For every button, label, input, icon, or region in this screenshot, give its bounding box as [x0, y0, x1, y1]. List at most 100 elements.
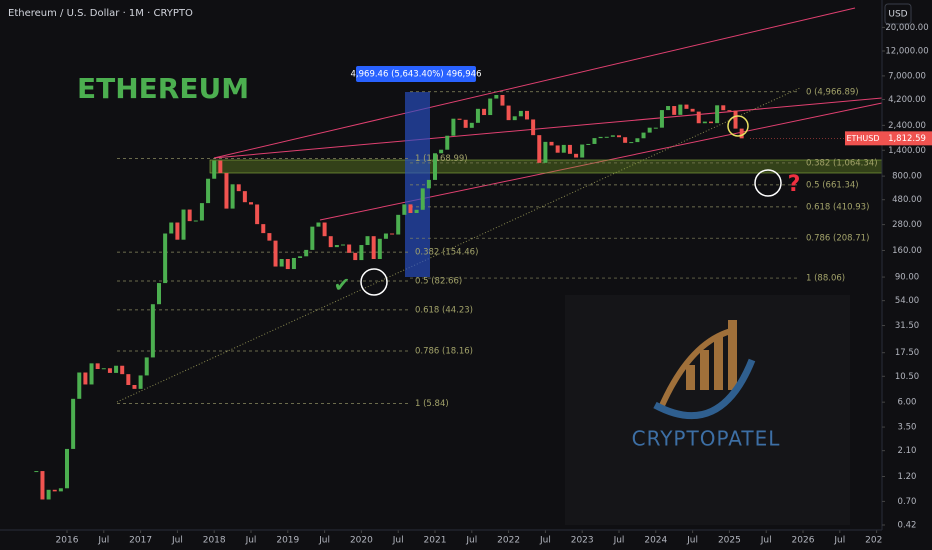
- last-price-label: 1,812.59: [888, 134, 926, 144]
- candle: [715, 105, 720, 124]
- candle: [181, 209, 186, 240]
- candle: [635, 138, 640, 143]
- candle: [678, 104, 683, 115]
- y-tick-label: 800.00: [892, 172, 922, 182]
- candle: [83, 372, 88, 385]
- y-tick-label: 12,000.00: [885, 47, 928, 57]
- candle: [206, 178, 211, 204]
- candle: [482, 108, 487, 116]
- candle: [169, 222, 174, 234]
- candle: [494, 94, 499, 99]
- candle: [420, 188, 425, 210]
- candle: [163, 233, 168, 284]
- candle: [702, 121, 707, 124]
- fib-label: 1 (1,168.99): [415, 154, 468, 164]
- candle: [249, 202, 253, 205]
- y-tick-label: 0.70: [898, 497, 917, 507]
- x-tick-label: Jul: [686, 536, 698, 546]
- candle: [531, 119, 536, 136]
- y-tick-label: 1.20: [898, 472, 917, 482]
- y-tick-label: 10.50: [895, 372, 919, 382]
- candle: [144, 357, 149, 376]
- candle: [132, 384, 137, 389]
- candle: [150, 304, 155, 358]
- y-tick-label: 54.00: [895, 296, 919, 306]
- x-tick-label: Jul: [760, 536, 772, 546]
- candle: [396, 214, 401, 235]
- candle: [199, 203, 204, 221]
- y-tick-label: 20,000.00: [885, 23, 928, 33]
- currency[interactable]: USD: [888, 10, 907, 20]
- candle: [586, 143, 591, 145]
- candle: [310, 226, 315, 250]
- logo-icon: [653, 320, 756, 420]
- candle: [555, 145, 560, 153]
- currency-box[interactable]: [884, 3, 912, 25]
- candle: [580, 144, 585, 158]
- candle: [89, 363, 94, 385]
- candle: [187, 209, 192, 222]
- candle: [574, 153, 579, 158]
- candle: [236, 184, 241, 192]
- candle: [267, 233, 272, 241]
- candle: [291, 257, 296, 270]
- candle: [34, 471, 39, 473]
- y-tick-label: 280.00: [892, 220, 922, 230]
- highlight-circle: [360, 268, 388, 296]
- fib-label: 0.786 (208.71): [806, 234, 869, 244]
- x-tick-label: 2021: [424, 536, 447, 546]
- x-tick-label: Jul: [171, 536, 183, 546]
- candle: [52, 489, 57, 492]
- candle: [439, 149, 444, 154]
- fib-label: 0.5 (82.66): [415, 276, 462, 286]
- annotation: ETHEREUM: [77, 72, 249, 105]
- fib-label: 0 (4,966.89): [806, 87, 859, 97]
- check-mark: ✔: [334, 273, 351, 297]
- candle: [659, 110, 664, 128]
- candle: [120, 365, 125, 375]
- candle: [126, 374, 131, 385]
- candle: [322, 222, 327, 237]
- candle: [114, 365, 119, 373]
- candle: [666, 106, 671, 111]
- y-tick-label: 17.50: [895, 348, 919, 358]
- candle: [433, 153, 437, 180]
- candle: [604, 136, 609, 138]
- candle: [242, 191, 247, 203]
- candle: [261, 224, 266, 234]
- y-tick-label: 480.00: [892, 195, 922, 205]
- candle: [273, 240, 278, 267]
- x-tick-label: Jul: [539, 536, 551, 546]
- candle: [518, 110, 523, 117]
- candle: [46, 489, 51, 500]
- x-tick-label: 2024: [644, 536, 667, 546]
- candle: [193, 220, 198, 222]
- candle: [469, 122, 474, 128]
- candle: [617, 135, 621, 138]
- candle: [426, 179, 431, 189]
- y-tick-label: 4,200.00: [888, 95, 926, 105]
- candle: [298, 256, 303, 258]
- x-tick-label: 2022: [497, 536, 520, 546]
- candle: [721, 105, 726, 111]
- candle: [488, 98, 493, 116]
- candle: [727, 110, 732, 112]
- candle: [377, 238, 382, 260]
- candle: [359, 245, 364, 261]
- candle: [365, 236, 370, 246]
- fib-label: 0.618 (44.23): [415, 305, 473, 315]
- candle: [175, 222, 180, 240]
- target-circle: [754, 169, 782, 197]
- chart-title: Ethereum / U.S. Dollar · 1M · CRYPTO: [8, 8, 193, 19]
- candle: [709, 121, 713, 124]
- candle: [218, 160, 223, 174]
- candle: [285, 259, 290, 270]
- x-tick-label: Jul: [465, 536, 477, 546]
- candle: [629, 142, 634, 144]
- candle: [543, 141, 548, 163]
- y-tick-label: 3.50: [898, 423, 917, 433]
- candle: [371, 236, 376, 260]
- candle: [475, 108, 480, 123]
